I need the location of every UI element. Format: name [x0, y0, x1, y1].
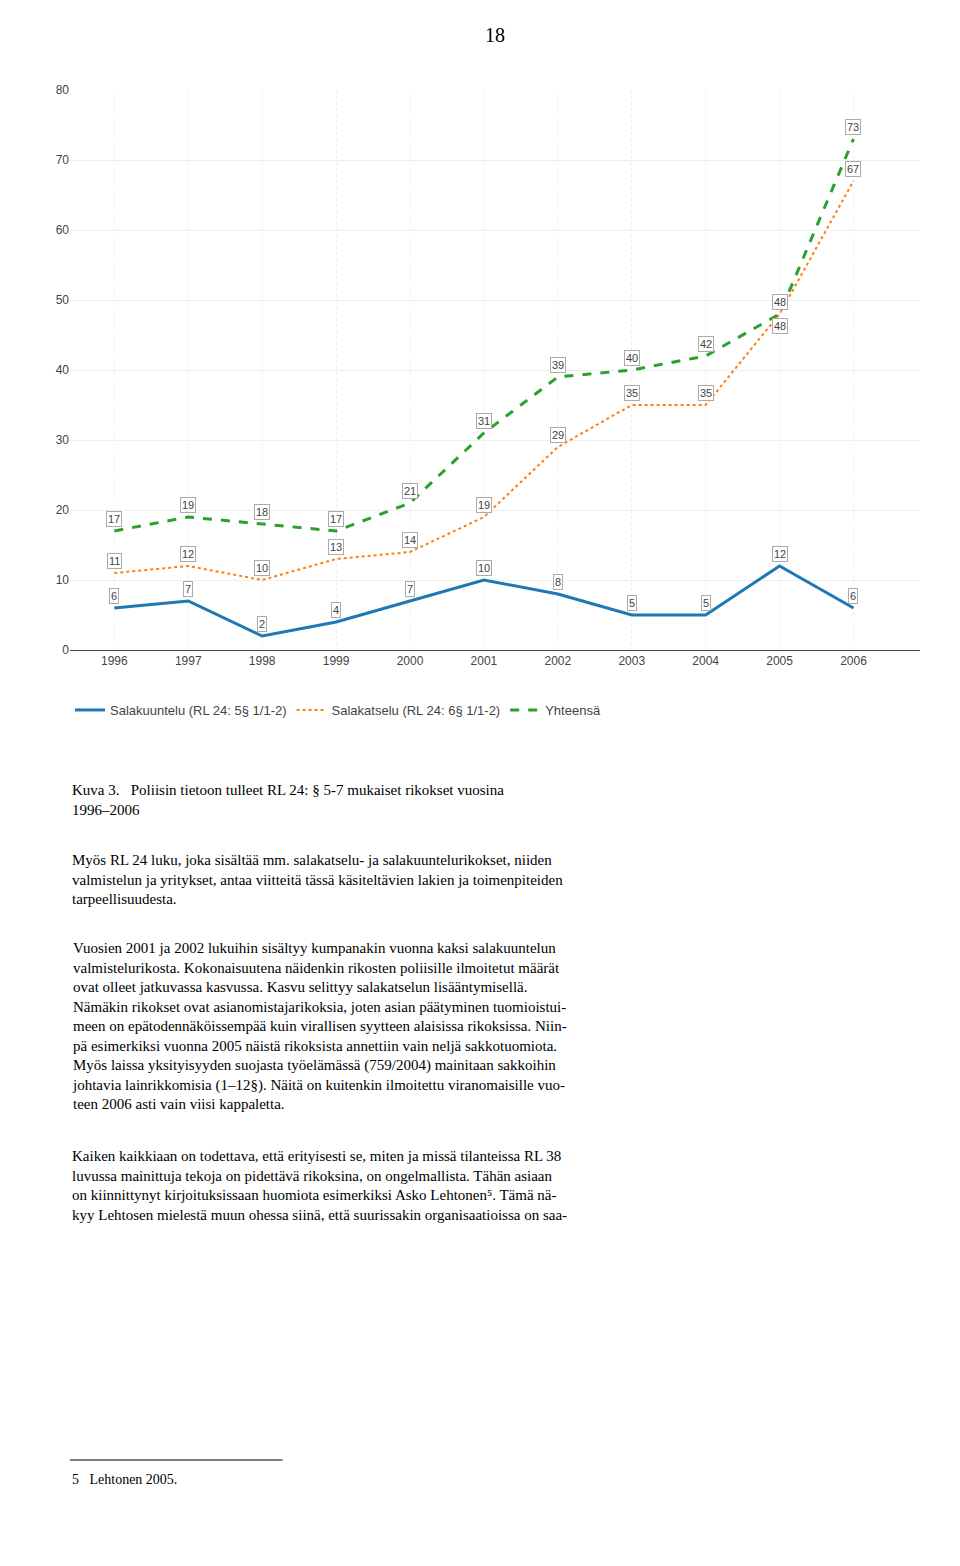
svg-text:5: 5 — [703, 597, 709, 609]
svg-text:18: 18 — [256, 506, 268, 518]
svg-text:48: 48 — [774, 320, 786, 332]
svg-text:10: 10 — [256, 562, 268, 574]
svg-text:Kaiken kaikkiaan on todettava,: Kaiken kaikkiaan on todettava, että erit… — [72, 1148, 567, 1223]
svg-text:19: 19 — [182, 499, 194, 511]
svg-text:Salakatselu (RL 24: 6§ 1/1-2): Salakatselu (RL 24: 6§ 1/1-2) — [332, 703, 501, 718]
svg-text:31: 31 — [478, 415, 490, 427]
svg-text:17: 17 — [330, 513, 342, 525]
svg-text:2003: 2003 — [618, 654, 645, 668]
svg-text:1996: 1996 — [101, 654, 128, 668]
svg-text:2001: 2001 — [471, 654, 498, 668]
svg-text:5: 5 — [629, 597, 635, 609]
svg-text:10: 10 — [56, 573, 70, 587]
svg-text:2002: 2002 — [544, 654, 571, 668]
svg-text:21: 21 — [404, 485, 416, 497]
svg-text:10: 10 — [478, 562, 490, 574]
svg-text:80: 80 — [56, 83, 70, 97]
svg-text:7: 7 — [185, 583, 191, 595]
svg-text:48: 48 — [774, 296, 786, 308]
svg-text:29: 29 — [552, 429, 564, 441]
svg-text:18: 18 — [485, 24, 505, 46]
svg-text:Yhteensä: Yhteensä — [545, 703, 601, 718]
svg-text:60: 60 — [56, 223, 70, 237]
svg-text:2006: 2006 — [840, 654, 867, 668]
svg-text:17: 17 — [108, 513, 120, 525]
svg-text:2000: 2000 — [397, 654, 424, 668]
svg-text:Vuosien 2001 ja 2002 lukuihin: Vuosien 2001 ja 2002 lukuihin sisältyy k… — [72, 940, 567, 1112]
svg-text:20: 20 — [56, 503, 70, 517]
svg-text:2: 2 — [259, 618, 265, 630]
svg-text:39: 39 — [552, 359, 564, 371]
svg-text:Myös RL 24 luku, joka sisältää: Myös RL 24 luku, joka sisältää mm. salak… — [72, 852, 563, 907]
svg-text:Kuva 3. Poliisin tietoon tul: Kuva 3. Poliisin tietoon tulleet RL 24: … — [72, 782, 504, 818]
svg-text:4: 4 — [333, 604, 339, 616]
svg-text:13: 13 — [330, 541, 342, 553]
svg-text:35: 35 — [700, 387, 712, 399]
svg-text:8: 8 — [555, 576, 561, 588]
svg-text:50: 50 — [56, 293, 70, 307]
svg-text:35: 35 — [626, 387, 638, 399]
svg-text:6: 6 — [111, 590, 117, 602]
svg-text:42: 42 — [700, 338, 712, 350]
svg-text:12: 12 — [774, 548, 786, 560]
svg-text:0: 0 — [62, 643, 69, 657]
svg-text:2005: 2005 — [766, 654, 793, 668]
svg-text:2004: 2004 — [692, 654, 719, 668]
svg-text:1998: 1998 — [249, 654, 276, 668]
svg-text:73: 73 — [847, 121, 859, 133]
svg-text:1999: 1999 — [323, 654, 350, 668]
svg-text:40: 40 — [626, 352, 638, 364]
svg-text:Salakuuntelu (RL 24: 5§ 1/1-2): Salakuuntelu (RL 24: 5§ 1/1-2) — [110, 703, 287, 718]
svg-text:12: 12 — [182, 548, 194, 560]
svg-text:19: 19 — [478, 499, 490, 511]
svg-text:11: 11 — [109, 555, 120, 567]
svg-text:30: 30 — [56, 433, 70, 447]
svg-text:40: 40 — [56, 363, 70, 377]
svg-text:14: 14 — [404, 534, 416, 546]
svg-text:6: 6 — [850, 590, 856, 602]
svg-text:1997: 1997 — [175, 654, 202, 668]
svg-text:67: 67 — [847, 163, 859, 175]
svg-text:5 Lehtonen 2005.: 5 Lehtonen 2005. — [72, 1472, 177, 1487]
svg-text:7: 7 — [407, 583, 413, 595]
svg-text:70: 70 — [56, 153, 70, 167]
